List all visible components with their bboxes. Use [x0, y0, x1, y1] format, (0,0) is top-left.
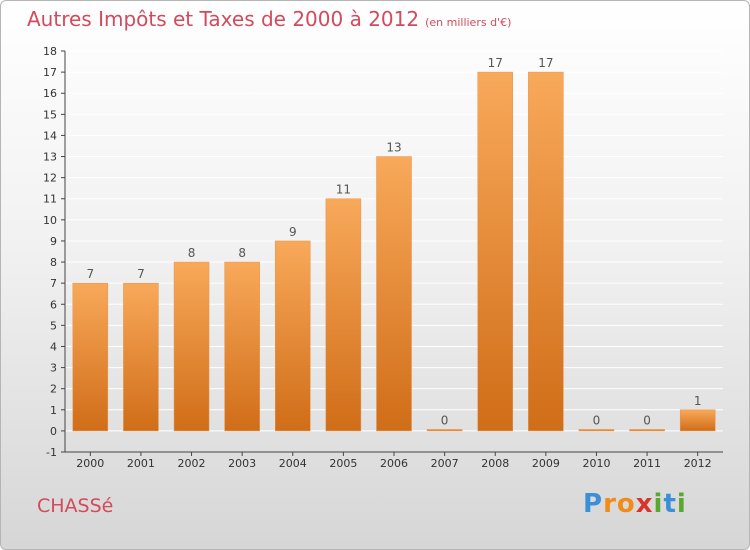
logo-letter: o	[616, 489, 636, 519]
bar	[123, 282, 159, 432]
data-label: 17	[488, 56, 503, 70]
x-tick-label: 2010	[582, 457, 610, 470]
y-tick-label: 13	[43, 151, 57, 164]
bars	[72, 71, 716, 432]
x-tick-label: 2003	[228, 457, 256, 470]
y-tick-label: 5	[50, 319, 57, 332]
data-label: 8	[188, 246, 196, 260]
data-label: 0	[441, 413, 449, 427]
logo-letter: x	[635, 489, 654, 519]
logo-letter: i	[653, 489, 664, 519]
bar	[477, 71, 513, 432]
logo-letter: P	[583, 489, 604, 519]
y-tick-label: 0	[50, 425, 57, 438]
bar	[224, 261, 260, 432]
y-tick-label: 17	[43, 66, 57, 79]
y-tick-label: 2	[50, 383, 57, 396]
x-tick-label: 2009	[532, 457, 560, 470]
y-tick-label: 12	[43, 172, 57, 185]
x-tick-label: 2012	[684, 457, 712, 470]
x-tick-label: 2000	[76, 457, 104, 470]
chart-title: Autres Impôts et Taxes de 2000 à 2012 (en…	[27, 7, 511, 31]
y-tick-label: 18	[43, 45, 57, 58]
x-tick-label: 2011	[633, 457, 661, 470]
data-label: 1	[694, 394, 702, 408]
x-tick-label: 2001	[127, 457, 155, 470]
y-tick-label: 6	[50, 298, 57, 311]
commune-name: CHASSé	[37, 495, 114, 517]
labels: 7 2000 7 2001 8 2002 8 2003 9 2004 11 2005 13 2006 0 20…	[76, 56, 711, 470]
bar	[72, 282, 109, 432]
x-tick-label: 2008	[481, 457, 509, 470]
bar	[376, 156, 412, 432]
y-tick-label: 10	[43, 214, 57, 227]
y-tick-label: 16	[43, 87, 57, 100]
y-tick-label: 9	[50, 235, 57, 248]
data-label: 0	[643, 413, 651, 427]
y-tick-label: 11	[43, 193, 57, 206]
bar	[578, 429, 615, 432]
data-label: 17	[538, 56, 553, 70]
data-label: 8	[238, 246, 246, 260]
x-tick-label: 2005	[329, 457, 357, 470]
chart-title-text: Autres Impôts et Taxes de 2000 à 2012	[27, 7, 420, 31]
y-tick-label: 1	[50, 404, 57, 417]
logo-letter: t	[663, 489, 677, 519]
y-tick-label: 3	[50, 362, 57, 375]
logo-letter: i	[676, 489, 687, 519]
y-tick-label: 15	[43, 108, 57, 121]
bar	[173, 261, 210, 432]
y-tick-label: 7	[50, 277, 57, 290]
y-tick-label: 14	[43, 129, 57, 142]
data-label: 7	[86, 267, 94, 281]
x-tick-label: 2004	[279, 457, 307, 470]
data-label: 7	[137, 267, 145, 281]
logo-letter: r	[603, 489, 617, 519]
data-label: 11	[336, 183, 351, 197]
x-tick-label: 2007	[431, 457, 459, 470]
bar	[528, 71, 564, 432]
x-tick-label: 2006	[380, 457, 408, 470]
proxiti-logo: Proxiti	[583, 489, 687, 519]
y-tick-label: 8	[50, 256, 57, 269]
data-label: 0	[593, 413, 601, 427]
bar	[426, 429, 463, 432]
bar	[629, 429, 665, 432]
data-label: 13	[386, 141, 401, 155]
y-tick-label: 4	[50, 340, 57, 353]
bar	[325, 198, 362, 432]
chart-unit: (en milliers d'€)	[425, 16, 512, 29]
x-tick-label: 2002	[178, 457, 206, 470]
y-tick-label: -1	[46, 446, 57, 459]
data-label: 9	[289, 225, 297, 239]
bar	[679, 409, 716, 432]
bar	[275, 240, 311, 432]
